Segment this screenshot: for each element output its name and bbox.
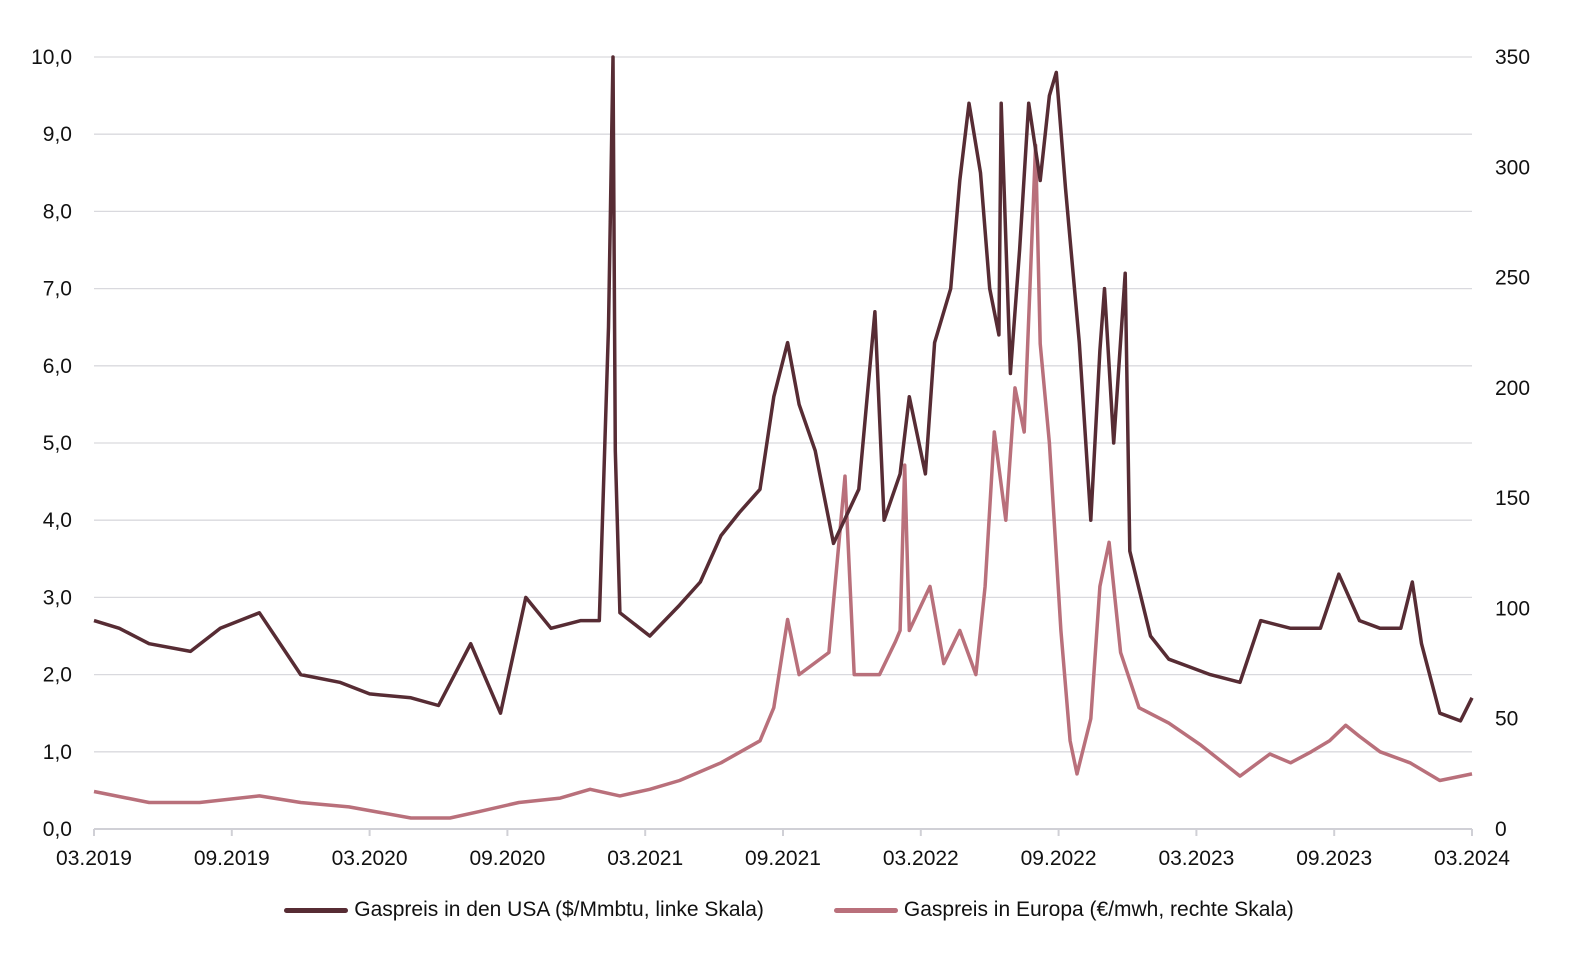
x-tick-label: 03.2023 — [1158, 847, 1234, 870]
series-line-europe — [93, 143, 1473, 820]
x-tick-label: 09.2019 — [194, 847, 270, 870]
y-axis-right: 0 50 100 150 200 250 300 350 — [1495, 46, 1530, 841]
legend-swatch-europe — [833, 907, 898, 913]
y-left-tick-label: 6,0 — [43, 355, 72, 378]
y-left-tick-label: 2,0 — [43, 664, 72, 687]
y-right-tick-label: 0 — [1495, 818, 1507, 841]
y-right-tick-label: 300 — [1495, 156, 1530, 179]
y-left-tick-label: 1,0 — [43, 741, 72, 764]
x-tick-label: 09.2021 — [745, 847, 821, 870]
x-axis: 03.2019 09.2019 03.2020 09.2020 03.2021 09.20… — [56, 828, 1510, 870]
series-line-usa — [93, 55, 1474, 723]
x-tick-label: 03.2019 — [56, 847, 132, 870]
legend-item-usa: Gaspreis in den USA ($/Mmbtu, linke Skal… — [284, 898, 764, 922]
y-left-tick-label: 3,0 — [43, 586, 72, 609]
y-right-tick-label: 50 — [1495, 708, 1518, 731]
y-left-tick-label: 5,0 — [43, 432, 72, 455]
x-tick-label: 03.2020 — [332, 847, 408, 870]
x-tick-label: 09.2022 — [1021, 847, 1097, 870]
y-right-tick-label: 350 — [1495, 46, 1530, 69]
x-tick-label: 09.2023 — [1296, 847, 1372, 870]
y-axis-left: 0,0 1,0 2,0 3,0 4,0 5,0 6,0 7,0 8,0 9,0 10,0 — [31, 46, 72, 841]
legend-label-europe: Gaspreis in Europa (€/mwh, rechte Skala) — [903, 898, 1294, 921]
y-right-tick-label: 250 — [1495, 267, 1530, 290]
x-tick-label: 09.2020 — [469, 847, 545, 870]
x-tick-label: 03.2021 — [607, 847, 683, 870]
series-lines — [93, 55, 1474, 820]
legend-swatch-usa — [284, 907, 349, 913]
x-tick-label: 03.2024 — [1434, 847, 1510, 870]
y-left-tick-label: 4,0 — [43, 509, 72, 532]
y-left-tick-label: 10,0 — [31, 46, 72, 69]
x-tick-label: 03.2022 — [883, 847, 959, 870]
y-left-tick-label: 8,0 — [43, 200, 72, 223]
chart: 03.2019 09.2019 03.2020 09.2020 03.2021 09.20… — [31, 46, 1530, 870]
y-right-tick-label: 200 — [1495, 377, 1530, 400]
y-right-tick-label: 150 — [1495, 487, 1530, 510]
legend: Gaspreis in den USA ($/Mmbtu, linke Skal… — [0, 898, 1578, 922]
y-left-tick-label: 0,0 — [43, 818, 72, 841]
y-left-tick-label: 9,0 — [43, 123, 72, 146]
legend-item-europe: Gaspreis in Europa (€/mwh, rechte Skala) — [833, 898, 1294, 922]
y-right-tick-label: 100 — [1495, 597, 1530, 620]
legend-label-usa: Gaspreis in den USA ($/Mmbtu, linke Skal… — [354, 898, 764, 921]
y-left-tick-label: 7,0 — [43, 278, 72, 301]
